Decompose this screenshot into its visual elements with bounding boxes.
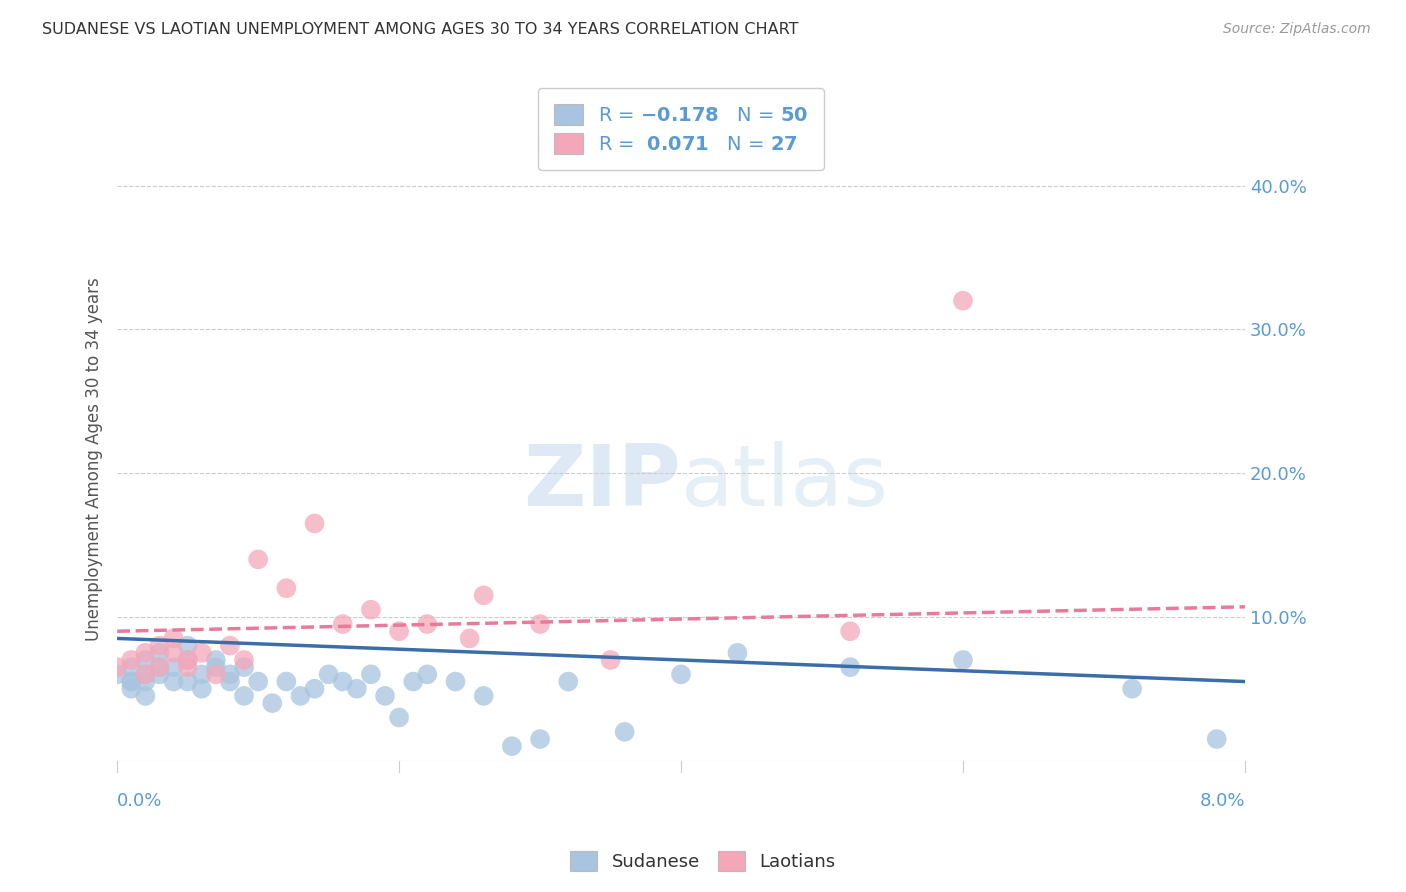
Point	[120, 674, 142, 689]
Point	[304, 516, 326, 531]
Point	[952, 293, 974, 308]
Point	[839, 624, 862, 639]
Point	[458, 632, 481, 646]
Point	[529, 732, 551, 747]
Point	[205, 653, 228, 667]
Point	[120, 660, 142, 674]
Point	[388, 710, 411, 724]
Point	[233, 689, 256, 703]
Point	[148, 660, 170, 674]
Point	[247, 552, 270, 566]
Point	[148, 639, 170, 653]
Point	[105, 660, 128, 674]
Point	[402, 674, 425, 689]
Point	[1205, 732, 1227, 747]
Point	[360, 603, 382, 617]
Point	[162, 632, 184, 646]
Text: ZIP: ZIP	[523, 442, 681, 524]
Point	[162, 660, 184, 674]
Point	[176, 660, 198, 674]
Point	[360, 667, 382, 681]
Point	[262, 696, 284, 710]
Point	[247, 674, 270, 689]
Point	[276, 581, 298, 595]
Point	[276, 674, 298, 689]
Point	[162, 674, 184, 689]
Point	[148, 667, 170, 681]
Point	[148, 646, 170, 660]
Point	[219, 674, 242, 689]
Point	[332, 674, 354, 689]
Text: SUDANESE VS LAOTIAN UNEMPLOYMENT AMONG AGES 30 TO 34 YEARS CORRELATION CHART: SUDANESE VS LAOTIAN UNEMPLOYMENT AMONG A…	[42, 22, 799, 37]
Point	[472, 689, 495, 703]
Point	[557, 674, 579, 689]
Point	[120, 681, 142, 696]
Point	[205, 667, 228, 681]
Point	[318, 667, 340, 681]
Point	[205, 660, 228, 674]
Legend: Sudanese, Laotians: Sudanese, Laotians	[562, 844, 844, 879]
Point	[388, 624, 411, 639]
Point	[613, 724, 636, 739]
Point	[120, 674, 142, 689]
Point	[290, 689, 312, 703]
Point	[105, 667, 128, 681]
Legend: R = $\bf{-0.178}$   N = $\bf{50}$, R =  $\bf{0.071}$   N = $\bf{27}$: R = $\bf{-0.178}$ N = $\bf{50}$, R = $\b…	[538, 88, 824, 169]
Point	[176, 653, 198, 667]
Point	[233, 660, 256, 674]
Point	[669, 667, 692, 681]
Point	[176, 674, 198, 689]
Point	[219, 667, 242, 681]
Point	[134, 674, 156, 689]
Point	[134, 667, 156, 681]
Point	[162, 646, 184, 660]
Point	[472, 588, 495, 602]
Point	[148, 660, 170, 674]
Text: 8.0%: 8.0%	[1199, 792, 1244, 810]
Point	[839, 660, 862, 674]
Point	[952, 653, 974, 667]
Point	[134, 667, 156, 681]
Point	[374, 689, 396, 703]
Point	[134, 653, 156, 667]
Text: 0.0%: 0.0%	[117, 792, 163, 810]
Point	[346, 681, 368, 696]
Point	[501, 739, 523, 754]
Point	[332, 617, 354, 632]
Point	[304, 681, 326, 696]
Point	[176, 653, 198, 667]
Point	[599, 653, 621, 667]
Point	[1121, 681, 1143, 696]
Point	[725, 646, 748, 660]
Point	[529, 617, 551, 632]
Point	[416, 667, 439, 681]
Point	[191, 681, 214, 696]
Y-axis label: Unemployment Among Ages 30 to 34 years: Unemployment Among Ages 30 to 34 years	[86, 277, 103, 640]
Text: atlas: atlas	[681, 442, 889, 524]
Point	[134, 689, 156, 703]
Point	[416, 617, 439, 632]
Point	[191, 646, 214, 660]
Point	[176, 639, 198, 653]
Point	[120, 653, 142, 667]
Point	[233, 653, 256, 667]
Point	[134, 646, 156, 660]
Text: Source: ZipAtlas.com: Source: ZipAtlas.com	[1223, 22, 1371, 37]
Point	[191, 667, 214, 681]
Point	[444, 674, 467, 689]
Point	[219, 639, 242, 653]
